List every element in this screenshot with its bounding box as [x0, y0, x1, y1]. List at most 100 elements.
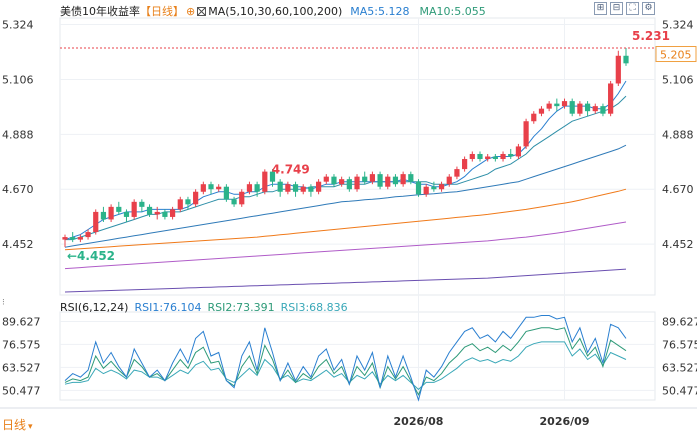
rsi-params-label[interactable]: RSI(6,12,24)	[60, 301, 129, 314]
rsi-header: RSI(6,12,24) RSI1:76.104 RSI2:73.391 RSI3:6…	[60, 301, 348, 314]
candle-body	[231, 199, 237, 205]
candle-body	[569, 101, 575, 114]
rsi-tick-right: 63.527	[662, 361, 697, 374]
zoom-out-icon[interactable]: ⊟	[610, 2, 623, 15]
ma30-line	[64, 144, 627, 248]
rsi-drag-handle[interactable]: ⁝	[2, 298, 5, 308]
candle-body	[62, 237, 68, 240]
candle-body	[246, 184, 253, 192]
candle-body	[193, 191, 199, 205]
candle-body	[392, 176, 399, 185]
candle-body	[177, 199, 183, 210]
time-tick-label: 2026/08	[394, 415, 444, 428]
candle-body	[223, 186, 229, 200]
candle-body	[139, 201, 145, 207]
candle-body	[331, 176, 337, 185]
candle-body	[70, 237, 76, 240]
candle-body	[123, 211, 130, 217]
candle-body	[216, 186, 222, 190]
zoom-in-icon[interactable]: ⊞	[594, 2, 607, 15]
candle-body	[154, 211, 160, 215]
candle-body	[492, 156, 498, 160]
candle-body	[415, 181, 422, 195]
candle-body	[608, 83, 614, 114]
candle-body	[477, 153, 483, 160]
candle-body	[100, 211, 107, 220]
rsi-tick-left: 76.575	[2, 338, 41, 351]
time-tick-label: 2026/09	[540, 415, 590, 428]
candle-body	[592, 106, 598, 112]
ma100-line	[64, 221, 627, 270]
candle-body	[262, 171, 268, 192]
last-price-label: 5.205	[660, 49, 692, 62]
add-indicator-icon[interactable]: ⊕	[186, 5, 196, 18]
price-tick-left: 4.670	[2, 183, 34, 196]
candle-body	[546, 103, 552, 109]
rsi1-value: RSI1:76.104	[134, 301, 202, 314]
chart-header: 美债10年收益率【日线】 ⊕ MA(5,10,30,60,100,200) MA5:5…	[60, 3, 486, 19]
axis-tick-labels: 5.324 5.324 5.106 5.106 4.888 4.888 4.670 4.670…	[2, 19, 697, 428]
candle-body	[77, 237, 83, 240]
ma-params-label[interactable]: MA(5,10,30,60,100,200)	[208, 5, 343, 18]
candle-body	[623, 55, 629, 64]
candle-body	[615, 55, 621, 84]
rsi-lines	[64, 315, 627, 402]
last-price-box	[655, 46, 697, 63]
candle-body	[346, 179, 352, 190]
rsi3-line	[64, 341, 627, 391]
price-tick-right: 5.106	[662, 73, 694, 86]
price-tick-left: 5.324	[2, 19, 34, 32]
price-tick-right: 5.324	[662, 19, 694, 32]
period-tab-label: 日线	[2, 418, 27, 432]
candle-body	[469, 153, 475, 160]
max-price-label: 5.231	[632, 29, 670, 43]
price-annotations: 5.231 ←4.452 4.749 5.205	[60, 29, 697, 263]
price-tick-right: 4.670	[662, 183, 694, 196]
period-selector[interactable]: 【日线】	[140, 5, 184, 18]
candle-body	[408, 174, 414, 182]
local-high-label: 4.749	[272, 162, 310, 176]
period-tab[interactable]: 日线 ▾	[2, 416, 33, 433]
candle-body	[131, 201, 137, 217]
candle-body	[93, 211, 99, 233]
rsi1-line	[64, 315, 627, 402]
candle-body	[531, 113, 537, 122]
candle-body	[369, 174, 375, 182]
candle-body	[316, 181, 322, 192]
rsi-tick-right: 50.477	[662, 384, 697, 397]
price-tick-right: 4.452	[662, 238, 694, 251]
candle-body	[208, 184, 214, 190]
min-price-label: ←4.452	[67, 249, 115, 263]
ma10-line	[65, 95, 627, 241]
candle-body	[515, 146, 522, 157]
candle-body	[538, 108, 545, 114]
candle-body	[423, 186, 429, 195]
candle-body	[446, 176, 452, 185]
ma10-value: MA10:5.055	[419, 5, 486, 18]
price-tick-left: 4.888	[2, 128, 34, 141]
ma5-line	[64, 80, 627, 241]
ma-indicator-icon	[197, 7, 207, 16]
candle-body	[200, 184, 206, 192]
rsi2-line	[64, 327, 627, 396]
rsi2-value: RSI2:73.391	[207, 301, 275, 314]
chart-title: 美债10年收益率	[60, 5, 140, 18]
candle-body	[185, 199, 191, 205]
candle-body	[277, 181, 283, 192]
settings-icon[interactable]: ⚙	[642, 2, 655, 15]
candle-body	[85, 232, 91, 238]
price-tick-left: 5.106	[2, 73, 34, 86]
candle-body	[554, 103, 560, 107]
fullscreen-icon[interactable]: ⛶	[626, 2, 639, 15]
candle-body	[454, 169, 460, 177]
candle-body	[308, 186, 314, 192]
candle-body	[584, 103, 591, 112]
candle-body	[362, 176, 368, 182]
rsi-tick-left: 89.627	[2, 315, 41, 328]
candle-body	[254, 184, 260, 192]
candle-body	[523, 121, 529, 147]
rsi-tick-left: 63.527	[2, 361, 41, 374]
candle-body	[561, 101, 568, 107]
candle-body	[269, 171, 276, 182]
